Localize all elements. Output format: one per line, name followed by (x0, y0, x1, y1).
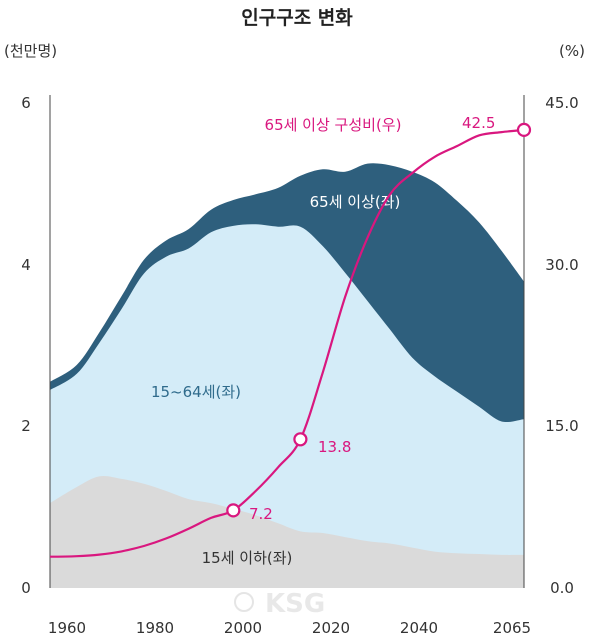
left-axis-unit: (천만명) (4, 42, 57, 60)
left-tick-4: 4 (21, 256, 31, 274)
right-tick-15: 15.0 (545, 417, 578, 435)
chart-title: 인구구조 변화 (241, 7, 353, 29)
label-65-plus: 65세 이상(좌) (310, 193, 401, 211)
right-tick-45: 45.0 (545, 94, 578, 112)
ratio-point-2065 (516, 122, 532, 137)
label-under-15: 15세 이하(좌) (202, 549, 293, 567)
x-tick-2020: 2020 (312, 619, 350, 637)
data-label-2065: 42.5 (462, 114, 495, 132)
ratio-series (49, 122, 532, 558)
left-tick-6: 6 (21, 94, 31, 112)
watermark: KSG (234, 589, 325, 619)
ratio-line (49, 128, 525, 558)
right-axis-unit: (%) (559, 42, 585, 60)
left-tick-0: 0 (21, 579, 31, 597)
left-tick-2: 2 (21, 417, 31, 435)
area-layers (50, 163, 524, 588)
right-tick-0: 0.0 (550, 579, 574, 597)
watermark-logo-icon (234, 592, 254, 612)
x-tick-1960: 1960 (48, 619, 86, 637)
x-tick-2040: 2040 (400, 619, 438, 637)
watermark-text: KSG (265, 589, 325, 619)
right-tick-30: 30.0 (545, 256, 578, 274)
area-under-15 (50, 476, 524, 588)
x-tick-2065: 2065 (493, 619, 531, 637)
data-label-2015: 13.8 (318, 438, 351, 456)
ratio-point-2015 (293, 432, 308, 447)
data-label-2000: 7.2 (249, 505, 273, 523)
label-15-64: 15~64세(좌) (151, 383, 241, 401)
ratio-point-2000 (226, 503, 241, 518)
x-tick-1980: 1980 (136, 619, 174, 637)
label-ratio-series: 65세 이상 구성비(우) (265, 116, 402, 134)
x-tick-2000: 2000 (224, 619, 262, 637)
